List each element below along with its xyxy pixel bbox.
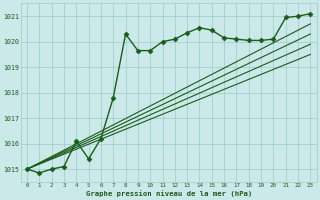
X-axis label: Graphe pression niveau de la mer (hPa): Graphe pression niveau de la mer (hPa) <box>85 190 252 197</box>
